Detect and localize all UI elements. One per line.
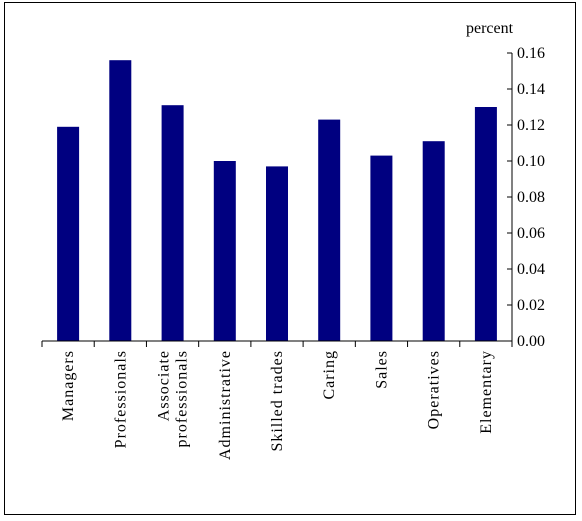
y-tick-label: 0.10 bbox=[517, 153, 545, 170]
bar-skilled-trades bbox=[266, 166, 288, 341]
y-tick-label: 0.14 bbox=[517, 81, 545, 98]
bars-group bbox=[57, 60, 497, 341]
y-tick-label: 0.12 bbox=[517, 117, 545, 134]
x-category-label: professionals bbox=[174, 350, 191, 447]
x-category-label: Associate bbox=[156, 350, 173, 421]
x-category-label: Administrative bbox=[217, 350, 234, 460]
x-category-label: Caring bbox=[321, 350, 338, 400]
x-labels-group: Managers Professionals Associate profession… bbox=[60, 350, 495, 460]
x-category-label: Managers bbox=[60, 350, 77, 421]
y-ticks-group: 0.00 0.02 0.04 0.06 0.08 0.10 0.12 0.14 0.16 bbox=[507, 45, 545, 350]
y-tick-label: 0.02 bbox=[517, 297, 545, 314]
x-category-label: Operatives bbox=[426, 350, 443, 429]
bar-professionals bbox=[109, 60, 132, 341]
bar-caring bbox=[318, 119, 341, 341]
bar-administrative bbox=[213, 161, 236, 341]
bar-managers bbox=[57, 126, 80, 341]
y-tick-label: 0.16 bbox=[517, 45, 545, 62]
x-category-label: Elementary bbox=[478, 350, 495, 434]
x-category-label: Sales bbox=[373, 350, 390, 389]
y-tick-label: 0.00 bbox=[517, 333, 545, 350]
x-category-label: Skilled trades bbox=[269, 350, 286, 452]
bar-sales bbox=[370, 155, 393, 341]
y-tick-label: 0.06 bbox=[517, 225, 545, 242]
y-tick-label: 0.04 bbox=[517, 261, 545, 278]
x-category-label: Professionals bbox=[112, 350, 129, 448]
bar-associate-professionals bbox=[161, 105, 184, 341]
bar-elementary bbox=[474, 107, 497, 341]
bar-operatives bbox=[422, 141, 445, 341]
y-axis-unit-label: percent bbox=[466, 20, 514, 37]
y-tick-label: 0.08 bbox=[517, 189, 545, 206]
